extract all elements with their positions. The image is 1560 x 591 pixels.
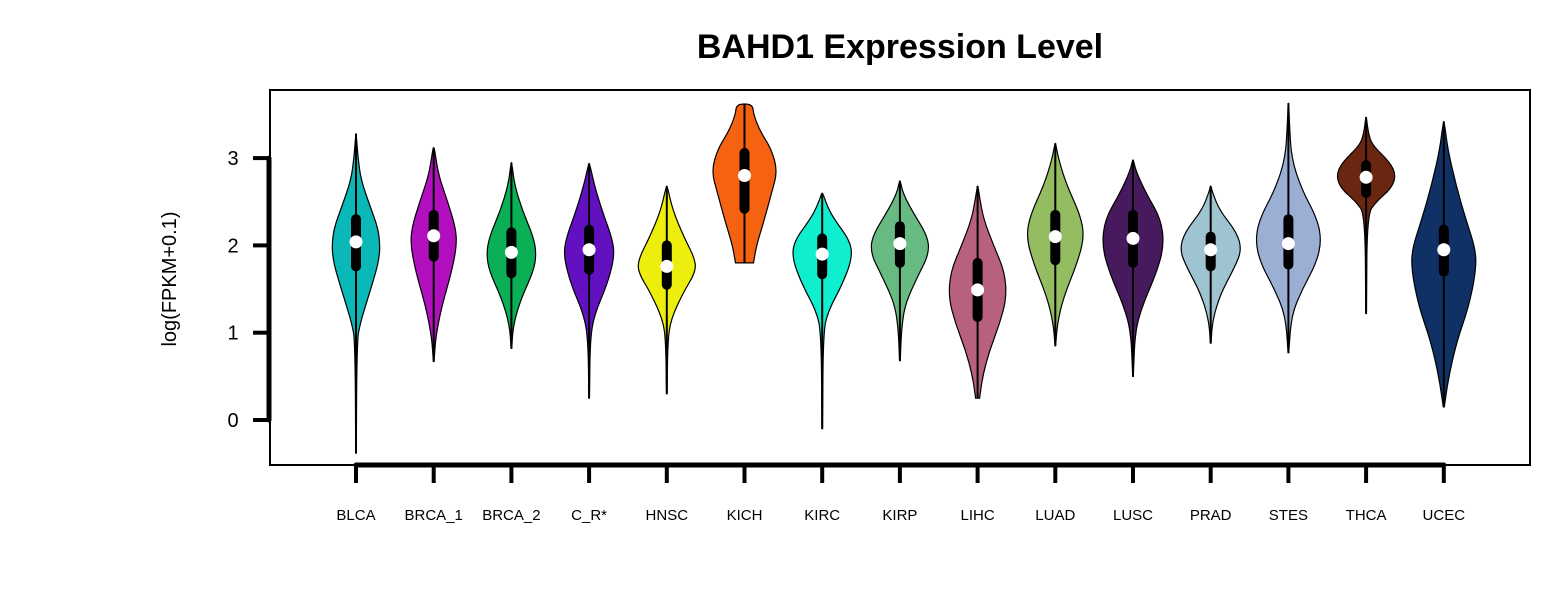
violin-brca_2 [486, 161, 537, 349]
violin-blca [331, 133, 381, 454]
violin-lihc [948, 185, 1007, 399]
violins-layer [331, 102, 1477, 454]
violin-median-point [504, 245, 518, 259]
violin-ucec [1411, 120, 1477, 408]
violin-median-point [1437, 243, 1451, 257]
x-tick-label: LIHC [961, 507, 995, 524]
violin-hnsc [637, 185, 696, 395]
violin-kirc [792, 192, 852, 430]
x-tick-label: UCEC [1423, 507, 1466, 524]
y-axis-label: log(FPKM+0.1) [159, 211, 181, 346]
y-tick-label: 2 [227, 235, 238, 257]
violin-median-point [1204, 243, 1218, 257]
y-tick-label: 0 [227, 410, 238, 432]
violin-median-point [893, 237, 907, 251]
violin-median-point [1281, 237, 1295, 251]
x-tick-label: KIRP [882, 507, 917, 524]
x-tick-label: KIRC [804, 507, 840, 524]
x-tick-label: BRCA_2 [482, 507, 540, 524]
violin-kirp [870, 180, 930, 362]
violin-lusc [1102, 159, 1164, 377]
violin-luad [1026, 142, 1084, 347]
violin-median-point [1359, 170, 1373, 184]
violin-brca_1 [410, 146, 457, 363]
x-tick-label: THCA [1346, 507, 1387, 524]
violin-median-point [427, 229, 441, 243]
violin-median-point [971, 283, 985, 297]
violin-median-point [349, 235, 363, 249]
violin-kich [712, 103, 777, 264]
y-axis: 0 1 2 3 [227, 148, 272, 432]
violin-median-point [582, 243, 596, 257]
violin-median-point [738, 169, 751, 183]
violin-median-point [1048, 230, 1062, 244]
x-tick-label: STES [1269, 507, 1308, 524]
x-tick-label: C_R* [571, 507, 607, 524]
violin-prad [1180, 185, 1241, 344]
chart-title: BAHD1 Expression Level [697, 28, 1103, 66]
x-tick-label: KICH [727, 507, 763, 524]
x-tick-label: PRAD [1190, 507, 1232, 524]
violin-c_r* [563, 162, 615, 399]
x-tick-label: BRCA_1 [405, 507, 463, 524]
violin-stes [1255, 102, 1321, 354]
y-tick-label: 3 [227, 148, 238, 170]
x-tick-label: BLCA [336, 507, 375, 524]
violin-median-point [1126, 231, 1140, 245]
x-tick-label: LUSC [1113, 507, 1153, 524]
x-axis: BLCA BRCA_1 BRCA_2 C_R* HNSC KICH KIRC KIRP LIHC… [336, 462, 1466, 524]
violin-thca [1336, 116, 1396, 315]
y-tick-label: 1 [227, 323, 238, 345]
x-tick-label: LUAD [1035, 507, 1075, 524]
violin-median-point [815, 247, 829, 261]
x-tick-label: HNSC [646, 507, 689, 524]
violin-median-point [660, 259, 674, 273]
